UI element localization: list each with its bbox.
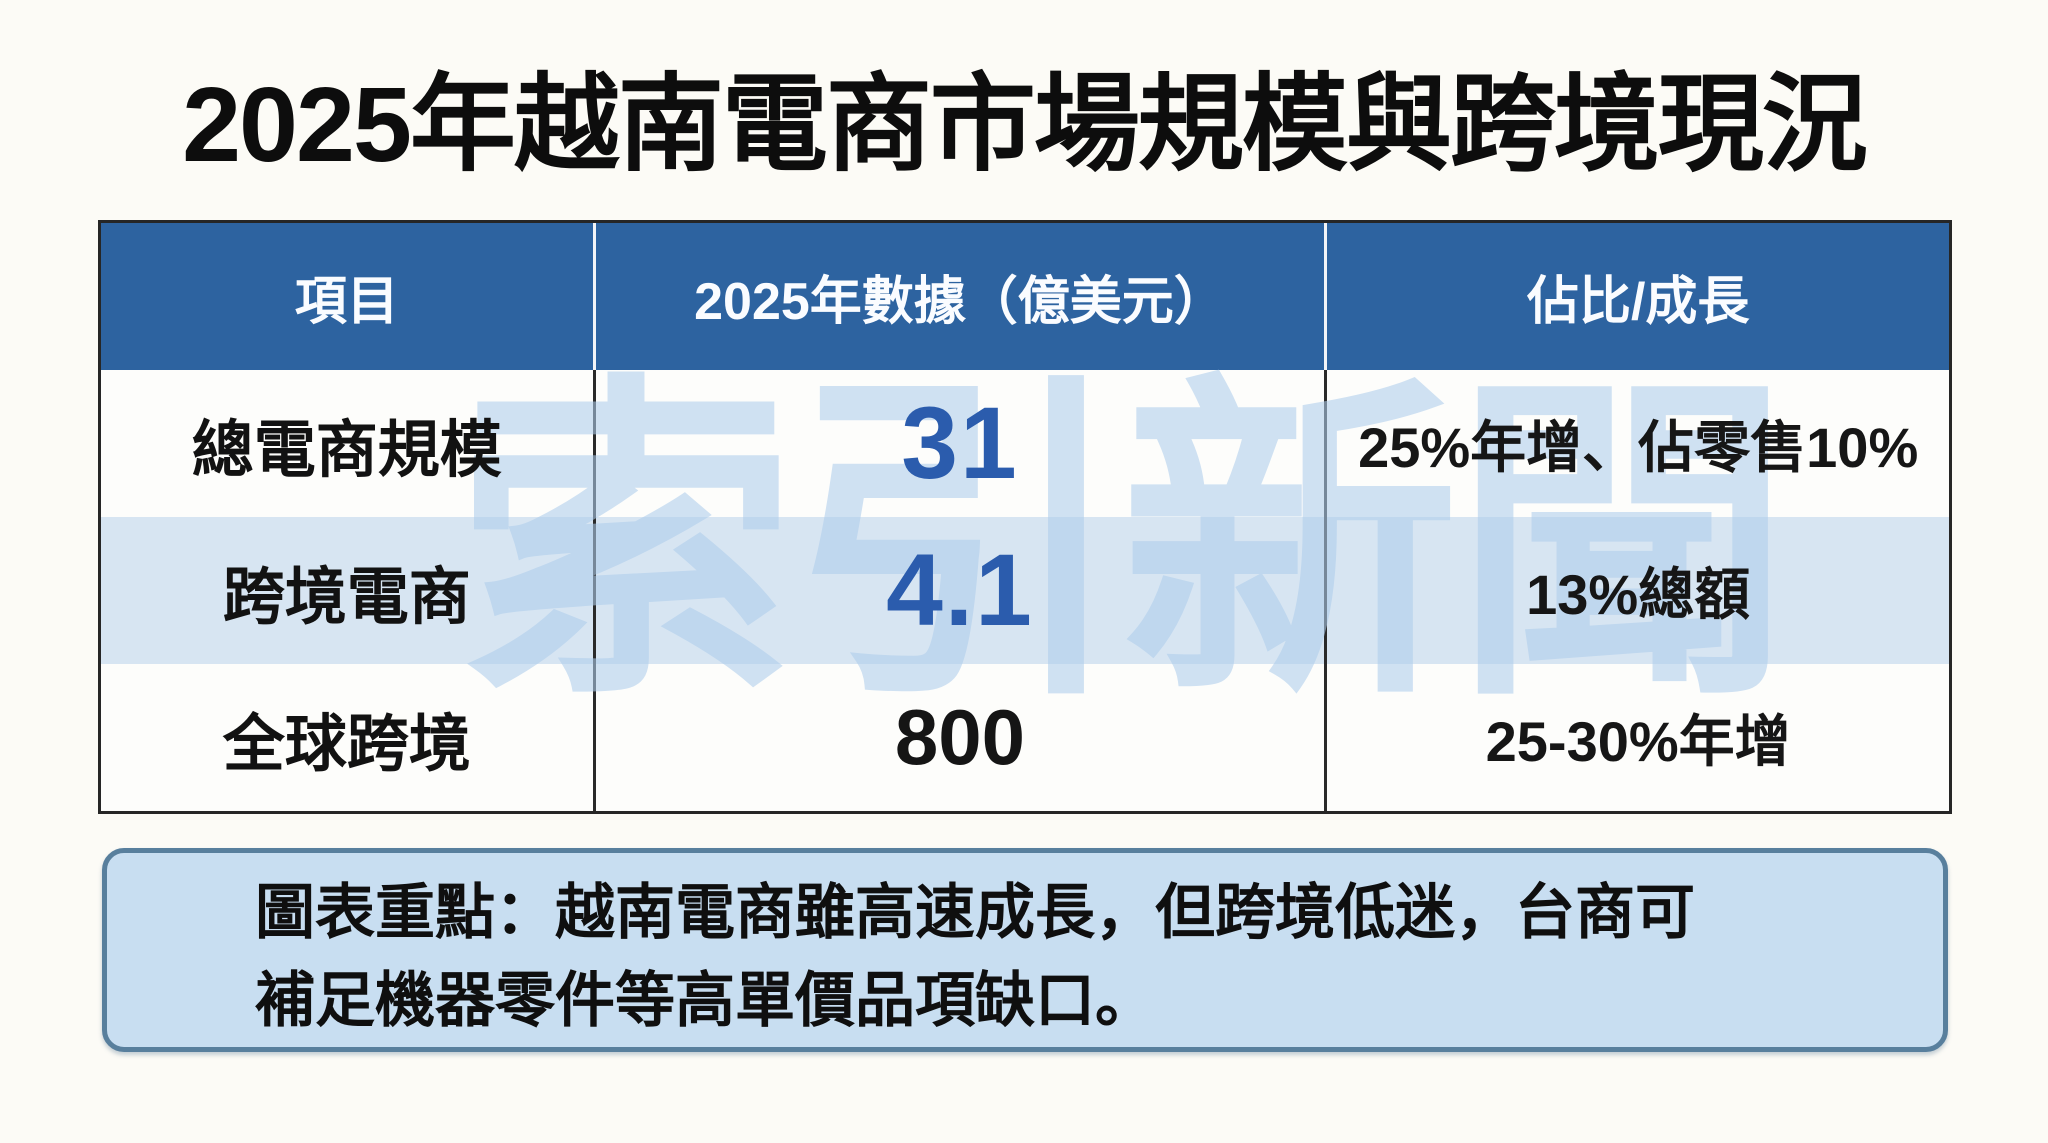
table-row-total-ecommerce-value: 31 [592, 370, 1325, 517]
table-grid: 項目 2025年數據（億美元） 佔比/成長 總電商規模 31 25%年增、佔零售… [101, 223, 1949, 811]
takeaway-line-1: 圖表重點：越南電商雖高速成長，但跨境低迷，台商可 [255, 879, 1695, 946]
table-row-crossborder-label: 跨境電商 [101, 517, 593, 664]
table-row-total-ecommerce-growth: 25%年增、佔零售10% [1324, 370, 1949, 517]
column-header-item: 項目 [101, 223, 593, 370]
table-row-global-crossborder-value: 800 [592, 664, 1325, 811]
ecommerce-data-table: 索引新聞 項目 2025年數據（億美元） 佔比/成長 總電商規模 31 25%年… [98, 220, 1952, 814]
table-row-global-crossborder-label: 全球跨境 [101, 664, 593, 811]
table-row-crossborder-value: 4.1 [592, 517, 1325, 664]
page-title: 2025年越南電商市場規模與跨境現況 [182, 66, 1868, 184]
table-row-crossborder-growth: 13%總額 [1324, 517, 1949, 664]
takeaway-line-2: 補足機器零件等高單價品項缺口。 [255, 967, 1155, 1034]
column-header-2025-data: 2025年數據（億美元） [592, 223, 1325, 370]
table-row-global-crossborder-growth: 25-30%年增 [1324, 664, 1949, 811]
column-header-share-growth: 佔比/成長 [1324, 223, 1949, 370]
table-row-total-ecommerce-label: 總電商規模 [101, 370, 593, 517]
chart-key-takeaway-box: 圖表重點：越南電商雖高速成長，但跨境低迷，台商可 補足機器零件等高單價品項缺口。 [102, 848, 1948, 1052]
